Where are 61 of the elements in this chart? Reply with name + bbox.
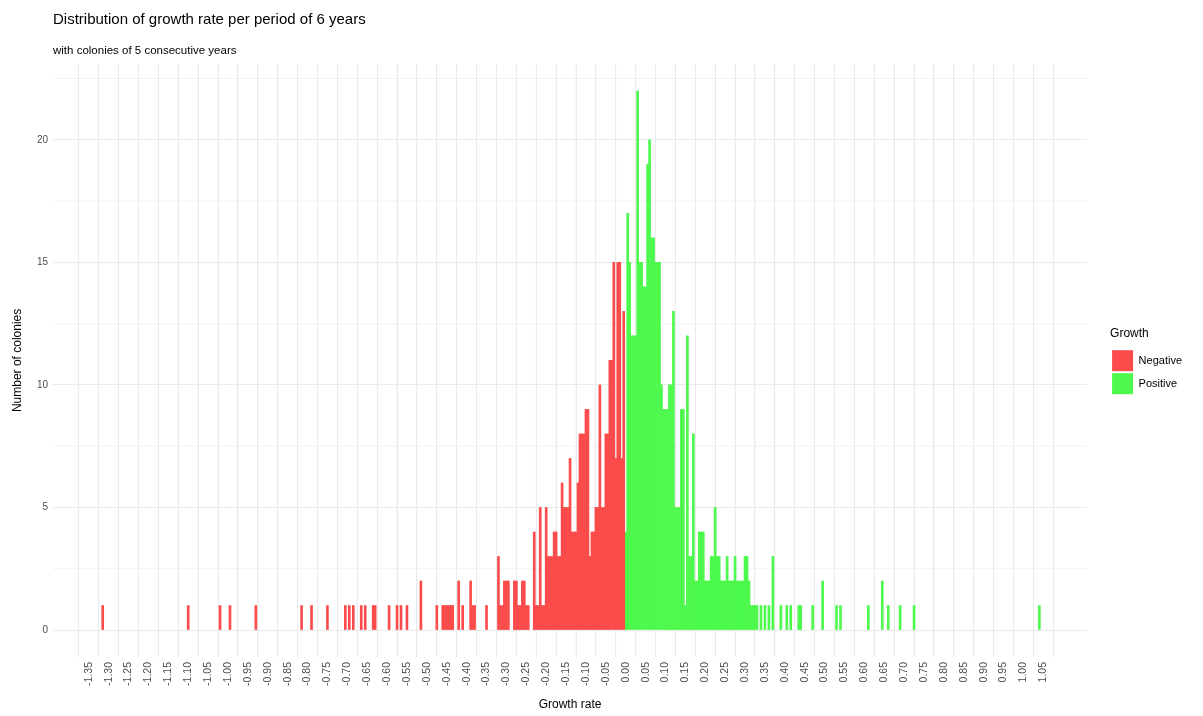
x-tick-label: -0.70	[340, 661, 353, 686]
x-tick-label: 0.75	[916, 661, 929, 683]
x-tick-label: -1.30	[101, 661, 114, 686]
x-tick-label: -1.10	[181, 661, 194, 686]
x-tick-label: -0.80	[300, 661, 313, 686]
x-tick-label: -1.25	[121, 661, 134, 686]
y-tick-label: 0	[42, 623, 49, 635]
x-tick-label: -0.30	[499, 661, 512, 686]
chart-title: Distribution of growth rate per period of 6 years	[53, 10, 366, 28]
y-tick-label: 10	[36, 378, 49, 390]
x-tick-label: -0.40	[459, 661, 472, 686]
x-tick-label: -0.65	[360, 661, 373, 686]
x-tick-label: 0.00	[618, 661, 631, 683]
x-tick-label: -1.35	[81, 661, 94, 686]
legend-title: Growth	[1110, 326, 1149, 341]
x-tick-label: 0.35	[757, 661, 770, 683]
chart-subtitle: with colonies of 5 consecutive years	[52, 44, 237, 57]
x-tick-label: -0.90	[260, 661, 273, 686]
x-tick-label: 0.70	[897, 661, 910, 683]
y-tick-label: 15	[36, 256, 49, 268]
legend-label: Positive	[1138, 376, 1178, 389]
x-tick-label: -0.95	[240, 661, 253, 686]
x-tick-label: 0.20	[698, 661, 711, 683]
x-tick-label: 0.85	[956, 661, 969, 683]
x-tick-label: -0.05	[598, 661, 611, 686]
x-tick-label: -0.50	[419, 661, 432, 686]
x-tick-label: 0.15	[678, 661, 691, 683]
x-tick-label: -0.45	[439, 661, 452, 686]
x-tick-label: -1.00	[220, 661, 233, 686]
x-tick-label: -1.15	[161, 661, 174, 686]
x-tick-label: 0.45	[797, 661, 810, 683]
x-tick-label: 0.50	[817, 661, 830, 683]
x-tick-label: 0.55	[837, 661, 850, 683]
x-tick-label: 1.05	[1036, 661, 1049, 683]
x-tick-label: 0.10	[658, 661, 671, 683]
x-tick-label: -1.05	[201, 661, 213, 686]
x-tick-label: -0.75	[320, 661, 333, 686]
x-tick-label: -0.20	[539, 661, 552, 686]
x-tick-label: 0.60	[857, 661, 870, 683]
x-tick-label: 0.80	[936, 661, 949, 683]
x-tick-label: -0.10	[578, 661, 591, 686]
x-tick-label: 0.40	[777, 661, 790, 683]
x-tick-label: 0.05	[638, 661, 651, 683]
x-tick-label: 0.95	[996, 661, 1009, 683]
x-tick-label: 1.00	[1016, 661, 1029, 683]
x-tick-label: 0.30	[737, 661, 750, 683]
legend-label: Negative	[1138, 353, 1183, 366]
y-tick-label: 20	[36, 133, 49, 145]
x-tick-label: -0.35	[479, 661, 492, 686]
x-tick-label: 0.65	[877, 661, 890, 683]
y-axis-title: Number of colonies	[9, 308, 24, 413]
x-tick-label: -0.15	[558, 661, 571, 686]
x-tick-label: -0.60	[379, 661, 392, 686]
x-tick-label: 0.90	[976, 661, 989, 683]
x-axis-title: Growth rate	[538, 697, 602, 712]
y-tick-label: 5	[42, 501, 49, 513]
x-tick-label: -0.25	[519, 661, 532, 686]
x-tick-label: 0.25	[718, 661, 731, 683]
x-tick-label: -0.55	[399, 661, 412, 686]
x-tick-label: -0.85	[280, 661, 293, 686]
x-tick-label: -1.20	[141, 661, 154, 686]
